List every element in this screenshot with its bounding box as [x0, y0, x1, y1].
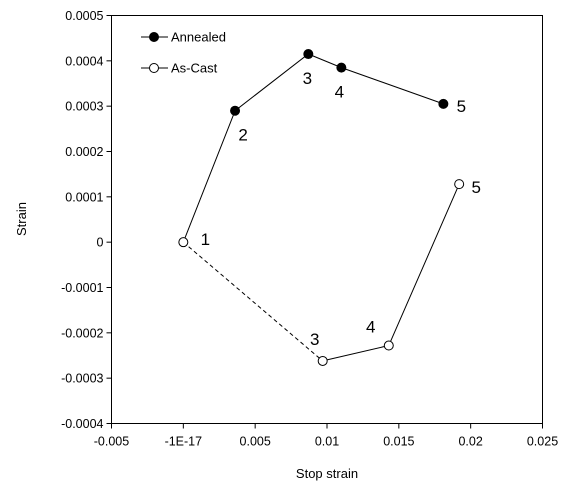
- x-tick-label: 0.005: [240, 435, 271, 449]
- legend-annealed-label: Annealed: [171, 30, 226, 45]
- data-point-0: [336, 62, 347, 73]
- legend: Annealed As-Cast: [141, 30, 226, 76]
- plot-area-frame: [111, 15, 543, 424]
- x-tick-label: 0.015: [383, 435, 414, 449]
- y-tick-label: 0: [97, 236, 104, 250]
- x-tick-label: -1E-17: [165, 435, 203, 449]
- data-point-1: [383, 340, 394, 351]
- x-tick-label: 0.025: [527, 435, 558, 449]
- data-point-0: [303, 49, 314, 60]
- dashed-connector: [183, 241, 324, 362]
- y-tick-label: 0.0005: [65, 9, 103, 23]
- x-tick-label: 0.02: [458, 435, 482, 449]
- point-label: 4: [335, 83, 344, 102]
- point-labels: 1 2 3 4 5 3 4 5: [201, 69, 481, 349]
- y-tick-label: -0.0003: [61, 372, 103, 386]
- data-point-0: [438, 98, 449, 109]
- y-tick-label: 0.0003: [65, 100, 103, 114]
- data-point-0: [230, 105, 241, 116]
- x-tick-label: -0.005: [94, 435, 129, 449]
- y-tick-label: 0.0002: [65, 145, 103, 159]
- series-points: [178, 49, 465, 366]
- point-label: 2: [238, 126, 247, 145]
- legend-ascast-marker: [149, 63, 159, 73]
- x-axis: -0.005 -1E-17 0.005 0.01 0.015 0.02 0.025: [94, 423, 558, 449]
- data-point-1: [454, 179, 465, 190]
- y-axis: 0.0005 0.0004 0.0003 0.0002 0.0001 0 -0.0001 -0…: [61, 9, 112, 431]
- point-label: 5: [471, 178, 480, 197]
- data-point-1: [317, 355, 328, 366]
- y-axis-title: Strain: [14, 202, 29, 236]
- y-tick-label: 0.0004: [65, 54, 103, 68]
- y-tick-label: -0.0004: [61, 417, 103, 431]
- point-label: 5: [457, 97, 466, 116]
- y-tick-label: -0.0002: [61, 326, 103, 340]
- y-tick-label: -0.0001: [61, 281, 103, 295]
- y-tick-label: 0.0001: [65, 190, 103, 204]
- point-label: 1: [201, 230, 210, 249]
- data-point-1: [178, 237, 189, 248]
- legend-annealed-marker: [149, 32, 159, 42]
- legend-ascast-label: As-Cast: [171, 61, 218, 76]
- x-tick-label: 0.01: [315, 435, 339, 449]
- point-label: 4: [366, 318, 375, 337]
- x-axis-title: Stop strain: [296, 466, 358, 481]
- point-label: 3: [310, 330, 319, 349]
- point-label: 3: [303, 69, 312, 88]
